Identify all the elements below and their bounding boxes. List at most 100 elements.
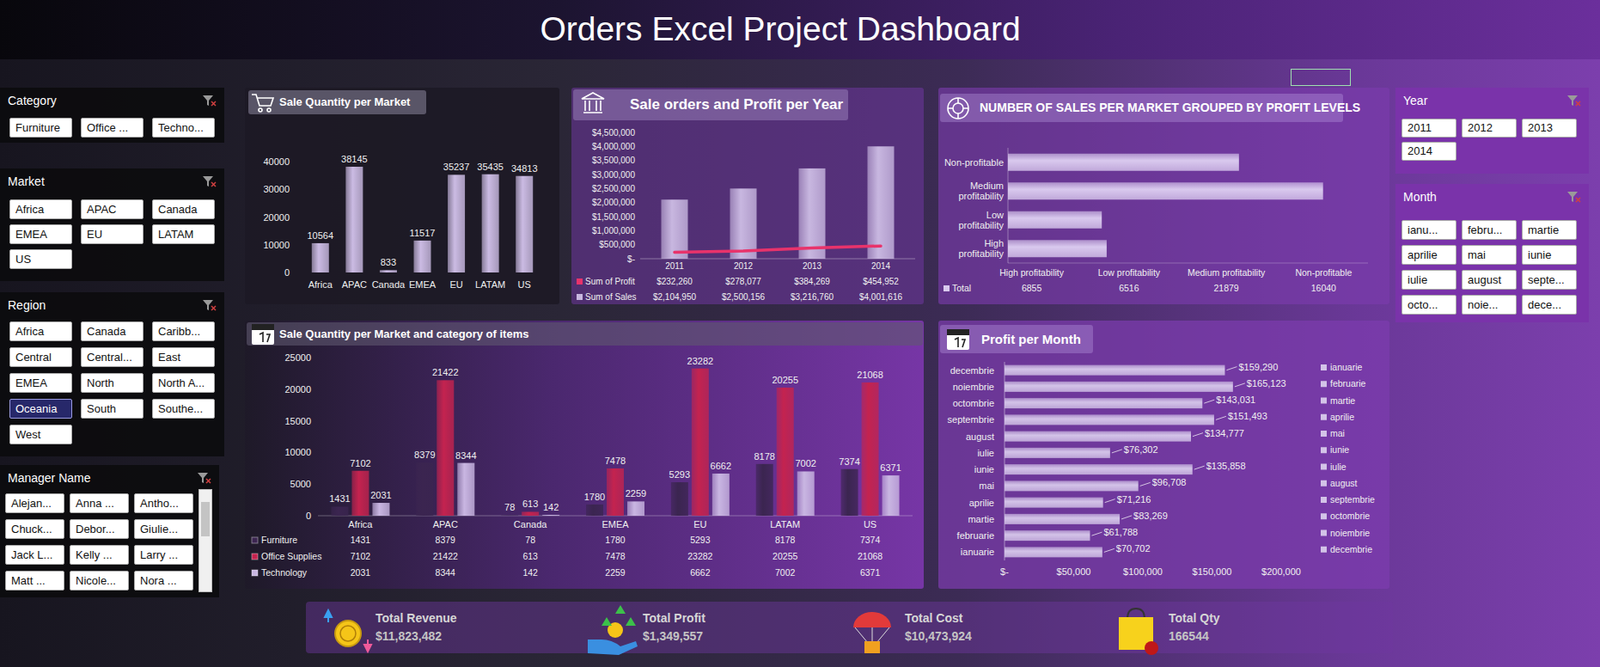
slicer-button[interactable]: iulie [1401,269,1457,290]
slicer-button[interactable]: LATAM [152,224,215,245]
slicer-button[interactable]: Anna ... [69,493,129,513]
legend-key [576,293,583,300]
icon-shape [854,627,890,643]
slicer-button[interactable]: Central... [80,347,144,367]
bar [521,511,539,516]
bar [1004,431,1191,442]
legend-label: martie [1330,395,1356,406]
chart-svg: 0500010000150002000025000143183797817805… [244,320,924,589]
slicer-button[interactable]: ianu... [1401,219,1457,240]
slicer-button[interactable]: august [1461,269,1517,290]
slicer-button[interactable]: Africa [9,321,73,342]
bar [1007,153,1240,171]
slicer-button[interactable]: Chuck... [5,519,65,539]
plot-area [311,166,533,273]
bar [372,502,390,516]
slicer-button[interactable]: dece... [1521,294,1577,315]
slicer-button[interactable]: octo... [1401,294,1457,315]
slicer-button[interactable]: East [152,347,215,367]
legend-key [1320,546,1327,553]
table-value: 7002 [775,567,796,578]
slicer: Manager NameAlejan...Anna ...Antho...Chu… [0,464,220,598]
slicer-button[interactable]: EMEA [9,224,73,245]
y-tick-label: septembrie [947,414,995,425]
slicer-button[interactable]: Caribb... [152,321,215,342]
slicer-button[interactable]: Jack L... [5,544,65,565]
bar [1004,381,1234,392]
legend-label: august [1330,477,1358,489]
data-label: 21068 [856,369,884,380]
slicer-button[interactable]: North [80,372,144,393]
bar [756,464,774,516]
data-label: 8379 [414,449,435,460]
bar [730,188,758,259]
x-tick-label: US [863,519,877,530]
slicer-button[interactable]: 2012 [1461,118,1517,138]
slicer-button[interactable]: Furniture [9,117,73,138]
slicer-button[interactable]: Techno... [152,117,215,138]
legend-key [1320,496,1327,503]
slicer-button[interactable]: aprilie [1401,244,1457,265]
icon-shape [946,329,970,336]
slicer-button[interactable]: 2014 [1401,141,1457,161]
slicer-button[interactable]: Kelly ... [69,544,129,565]
slicer-button[interactable]: septe... [1521,269,1577,290]
slicer-button[interactable]: iunie [1521,244,1577,265]
data-label: 38145 [341,153,368,165]
slicer-button[interactable]: martie [1521,219,1577,240]
slicer-button[interactable]: Alejan... [5,493,65,513]
data-label: 11517 [409,227,436,239]
slicer-button[interactable]: Nicole... [69,570,129,591]
slicer-button[interactable]: US [9,249,73,269]
table-value: 6855 [1021,282,1043,294]
slicer-button[interactable]: Antho... [134,493,194,513]
slicer-button[interactable]: febru... [1461,219,1517,240]
slicer-button[interactable]: Canada [152,199,215,220]
slicer-button[interactable]: noie... [1461,294,1517,315]
slicer-button[interactable]: Southe... [152,398,215,419]
bar [1004,530,1090,541]
leader-line [1091,531,1102,536]
legend-key [1320,512,1327,520]
slicer-button[interactable]: South [80,398,144,419]
slicer-button[interactable]: 2011 [1401,118,1457,138]
slicer-button[interactable]: Oceania [9,398,73,419]
icon [945,95,971,122]
table-value: 8379 [435,534,457,545]
legend-key [251,537,258,544]
bar [330,506,349,516]
slicer-button[interactable]: Office ... [80,117,144,138]
slicer-button[interactable]: 2013 [1521,118,1577,138]
slicer-button[interactable]: mai [1461,244,1517,265]
table-value: $232,260 [656,276,693,287]
icon-shape [259,332,270,342]
data-label: $165,123 [1246,378,1287,389]
slicer-button[interactable]: Larry ... [134,544,194,565]
scrollbar[interactable] [198,488,213,593]
legend-label: iulie [1330,461,1347,472]
slicer-button[interactable]: Canada [80,321,144,342]
slicer-button[interactable]: Giulie... [134,519,194,539]
slicer-button[interactable]: North A... [152,372,215,393]
slicer-title: Market [7,174,45,189]
legend-label: Furniture [261,534,298,545]
leader-line [1194,465,1205,470]
x-tick-label: $200,000 [1261,566,1301,577]
slicer-button[interactable]: Central [9,347,73,367]
slicer-button[interactable]: Africa [9,199,73,220]
slicer-button[interactable]: EMEA [9,372,73,393]
slicer-button[interactable]: Debor... [69,519,129,539]
slicer-button[interactable]: Matt ... [5,570,65,591]
y-tick-label: 10000 [284,446,312,458]
leader-line [1111,449,1123,453]
legend-key [1320,430,1327,437]
slicer-button[interactable]: Nora ... [134,570,194,591]
table-value: 6371 [860,567,881,578]
icon-shape [1575,101,1581,106]
slicer-button[interactable]: APAC [80,199,144,220]
icon-shape [211,101,216,106]
slicer-button[interactable]: West [9,424,73,445]
slicer-button[interactable]: EU [80,224,144,245]
table-value: 2031 [350,567,372,578]
bar [1004,480,1139,491]
